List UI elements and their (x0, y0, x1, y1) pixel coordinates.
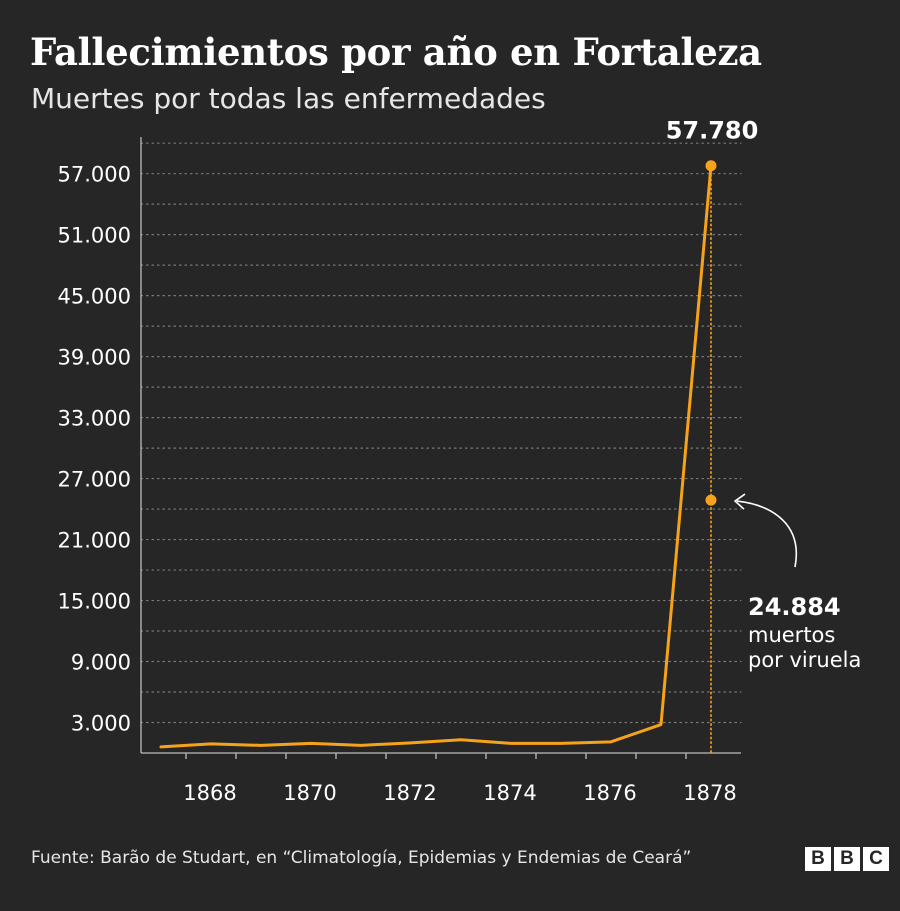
chart-title: Fallecimientos por año en Fortaleza (30, 30, 762, 74)
peak-value-label: 57.780 (666, 117, 759, 145)
y-tick-label: 21.000 (58, 529, 131, 553)
x-tick-label: 1868 (183, 781, 236, 805)
smallpox-caption-line: por viruela (748, 648, 861, 672)
x-tick-label: 1870 (283, 781, 336, 805)
x-tick-label: 1874 (483, 781, 536, 805)
y-tick-label: 57.000 (58, 163, 131, 187)
y-tick-label: 51.000 (58, 224, 131, 248)
chart-subtitle: Muertes por todas las enfermedades (31, 82, 546, 115)
y-tick-label: 15.000 (58, 590, 131, 614)
logo-letter-c: C (863, 847, 889, 871)
y-tick-label: 27.000 (58, 468, 131, 492)
chart-marks (159, 160, 717, 754)
y-tick-label: 33.000 (58, 407, 131, 431)
logo-letter-b2: B (834, 847, 860, 871)
axes (140, 137, 741, 759)
smallpox-value-label: 24.884 (748, 593, 841, 621)
smallpox-caption-line: muertos (748, 623, 835, 647)
series-line (159, 164, 713, 749)
x-axis-tick-labels: 1868 1870 1872 1874 1876 1878 (183, 781, 736, 805)
annotation-arrow (736, 500, 798, 568)
arrow-head (734, 493, 746, 510)
grid-lines (140, 142, 742, 724)
x-tick-label: 1872 (383, 781, 436, 805)
x-tick-label: 1878 (683, 781, 736, 805)
y-tick-label: 9.000 (71, 651, 131, 675)
peak-point (705, 160, 717, 172)
source-note: Fuente: Barão de Studart, en “Climatolog… (31, 848, 692, 868)
bbc-logo: B B C (805, 847, 889, 871)
y-tick-label: 39.000 (58, 346, 131, 370)
x-tick-label: 1876 (583, 781, 636, 805)
logo-letter-b1: B (805, 847, 831, 871)
y-axis-tick-labels: 3.000 9.000 15.000 21.000 27.000 33.000 39.000… (58, 163, 131, 736)
y-tick-label: 45.000 (58, 285, 131, 309)
y-tick-label: 3.000 (71, 712, 131, 736)
smallpox-point (705, 494, 717, 506)
